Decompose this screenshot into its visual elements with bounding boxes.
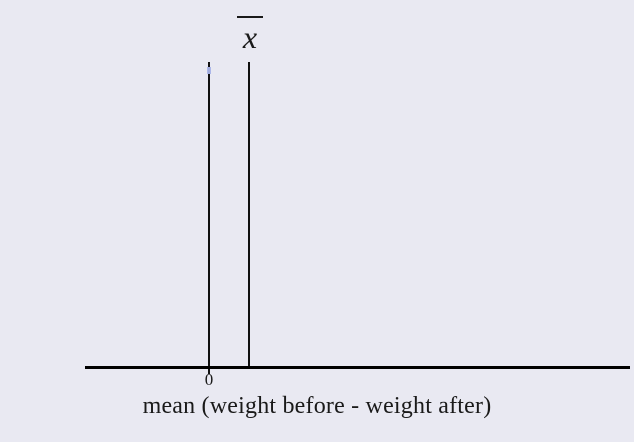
zero-reference-line <box>208 62 210 374</box>
sample-mean-symbol: x <box>228 16 272 53</box>
selection-highlight-artifact <box>207 67 211 74</box>
overbar-icon <box>237 16 263 18</box>
x-axis-tick-label-zero: 0 <box>204 370 214 389</box>
x-axis-line <box>85 366 630 369</box>
sample-mean-symbol-glyph: x <box>242 19 258 55</box>
sample-mean-line <box>248 62 250 369</box>
x-axis-caption: mean (weight before - weight after) <box>142 393 492 419</box>
